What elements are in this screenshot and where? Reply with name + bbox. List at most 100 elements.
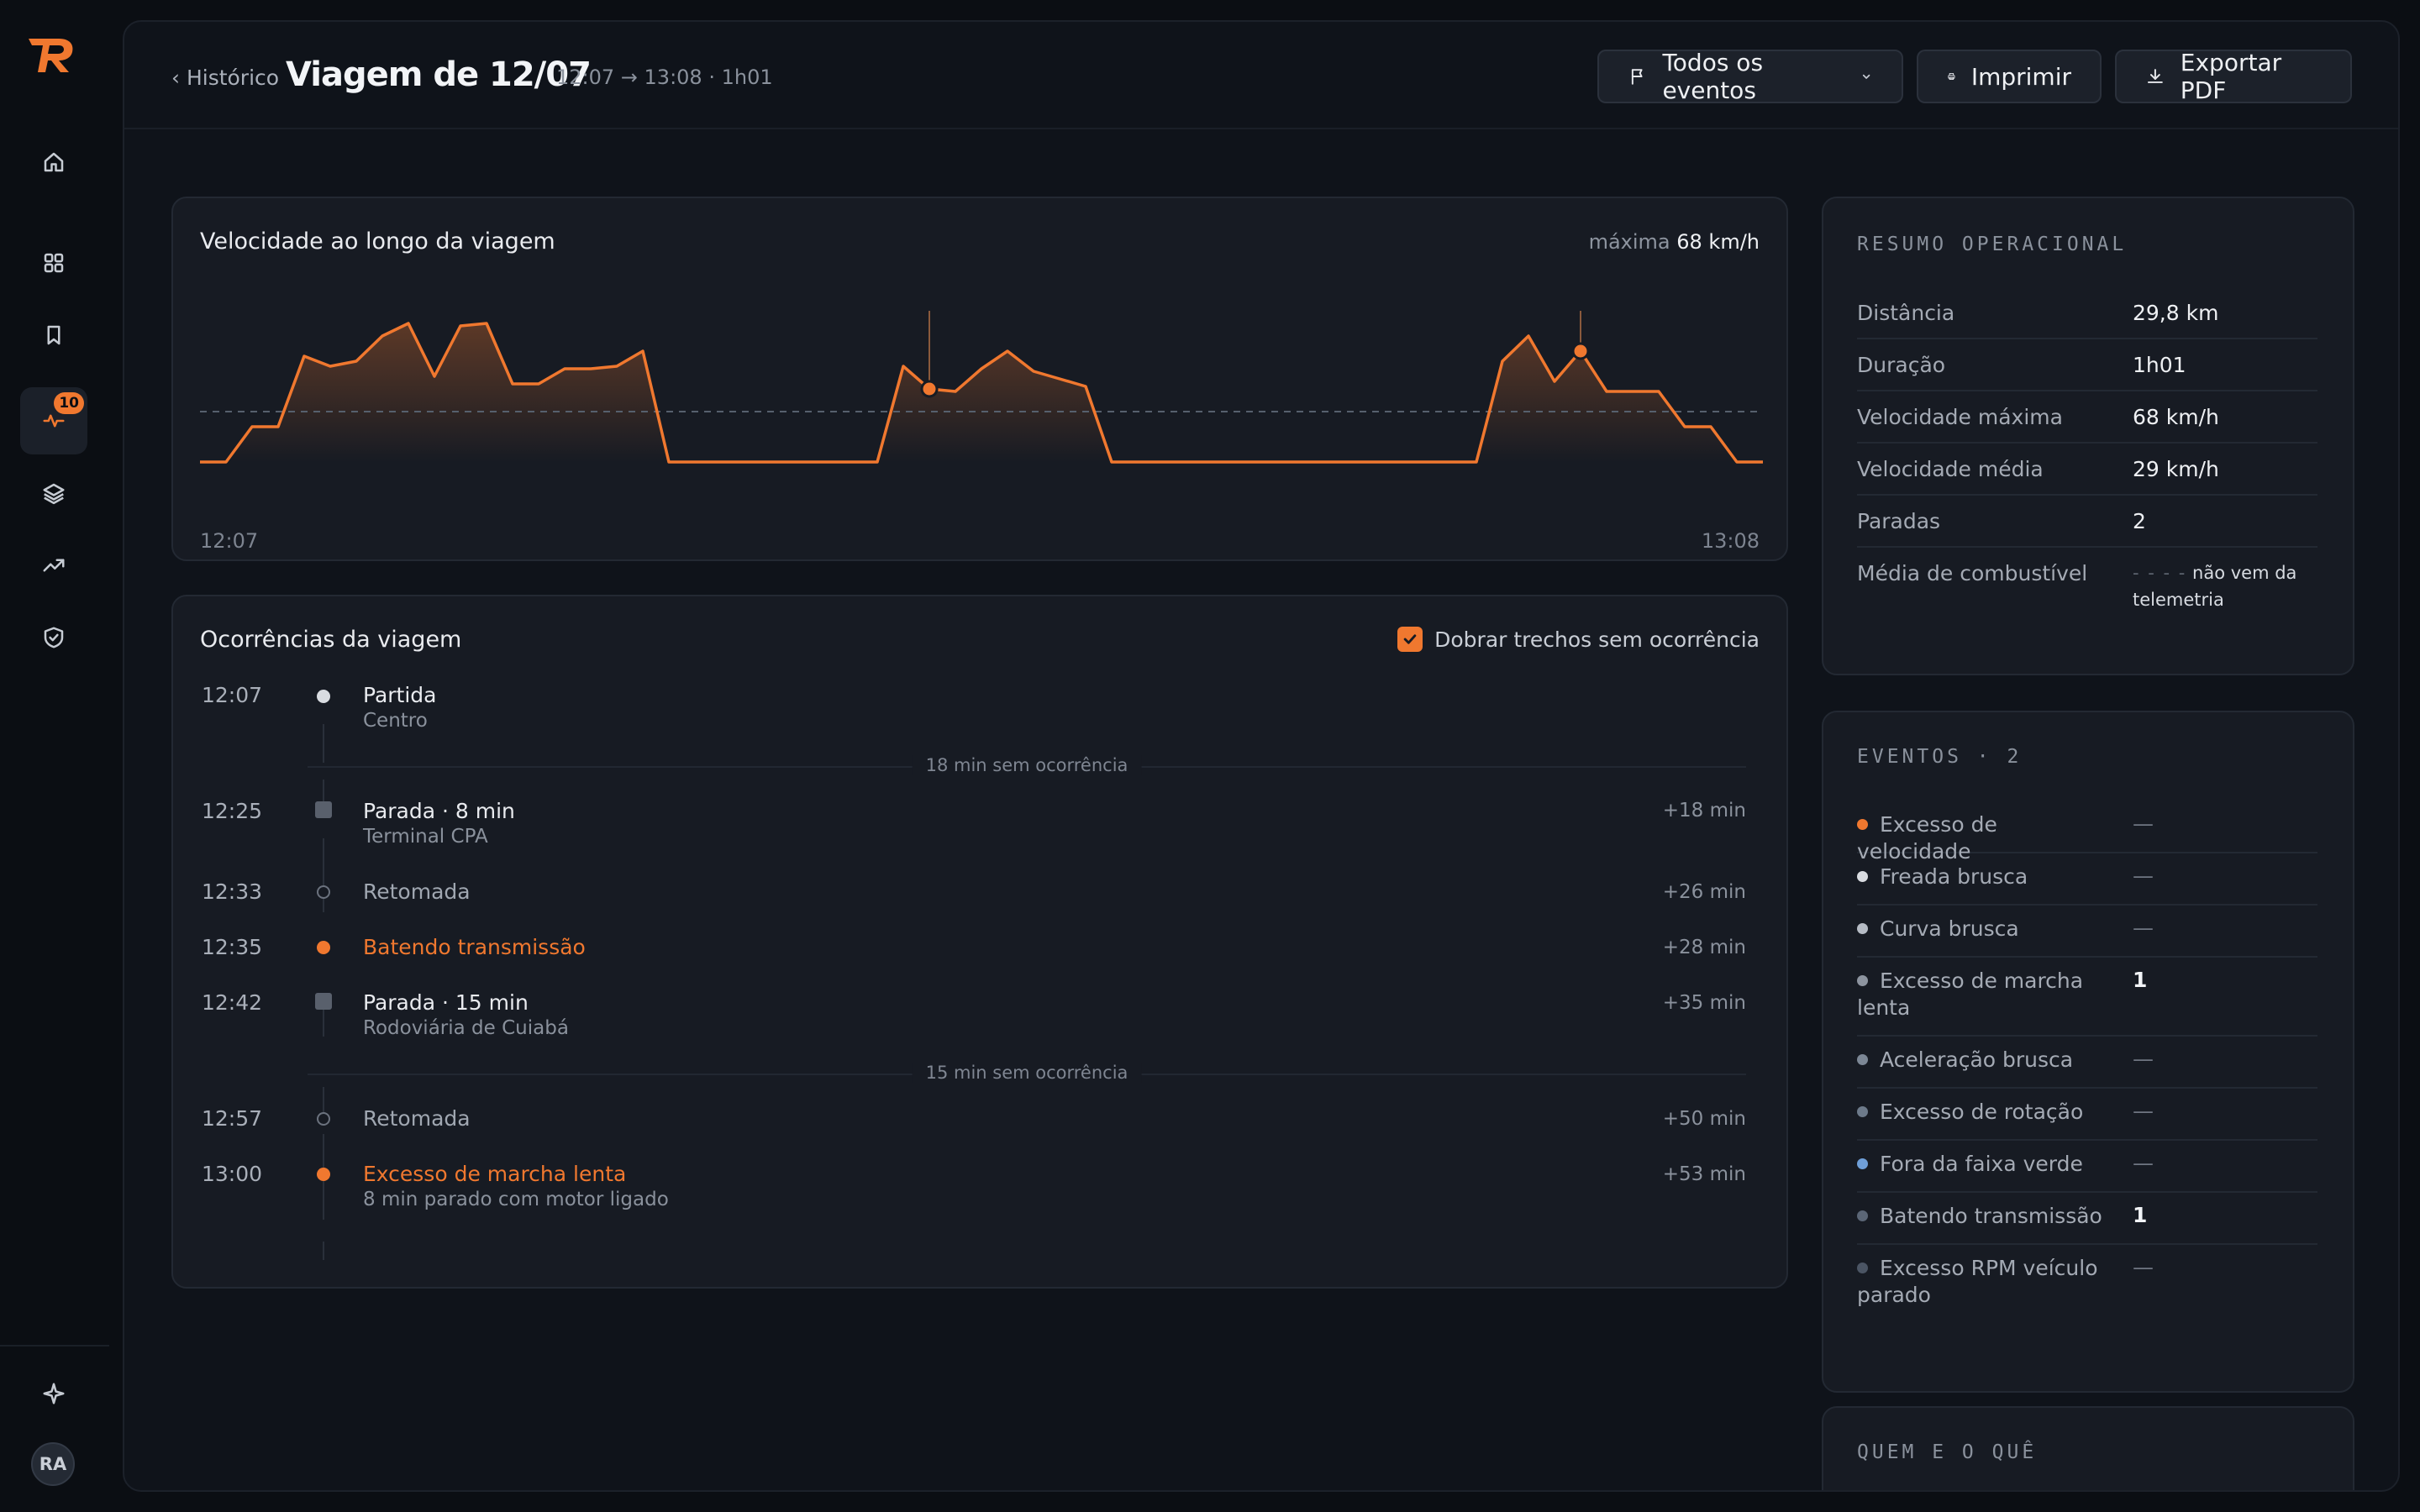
summary-row: Paradas 2: [1857, 496, 2317, 548]
summary-value: 29,8 km: [2133, 301, 2219, 325]
event-type-label: Excesso de rotação: [1857, 1099, 2109, 1126]
gap-label: 15 min sem ocorrência: [912, 1063, 1142, 1083]
back-link[interactable]: ‹ Histórico: [171, 66, 280, 90]
sidebar-item-dashboard[interactable]: [20, 229, 87, 297]
summary-row: Velocidade média 29 km/h: [1857, 444, 2317, 496]
printer-icon: [1948, 72, 1955, 81]
event-location: Rodoviária de Cuiabá: [363, 1017, 569, 1039]
event-type-row[interactable]: Excesso de velocidade —: [1857, 801, 2317, 864]
sidebar-item-bookmarks[interactable]: [20, 302, 87, 369]
timeline-title: Ocorrências da viagem: [200, 627, 462, 653]
event-color-dot-icon: [1857, 975, 1868, 986]
event-marker-point[interactable]: [1571, 342, 1590, 360]
summary-row: Duração 1h01: [1857, 339, 2317, 391]
event-type-name: Excesso de rotação: [1880, 1100, 2084, 1124]
event-time: 12:33: [202, 879, 263, 904]
event-type-count: —: [2133, 811, 2154, 836]
summary-value: 2: [2133, 509, 2146, 533]
event-time: 12:07: [202, 683, 263, 707]
event-type-label: Freada brusca: [1857, 864, 2109, 890]
event-type-row[interactable]: Aceleração brusca —: [1857, 1037, 2317, 1089]
operational-summary-panel: RESUMO OPERACIONAL Distância 29,8 km Dur…: [1822, 197, 2354, 675]
layers-icon: [43, 483, 65, 505]
speed-chart[interactable]: [173, 198, 1790, 563]
event-marker-point[interactable]: [920, 380, 939, 398]
who-title: QUEM E O QUÊ: [1857, 1441, 2038, 1463]
collapse-checkbox[interactable]: Dobrar trechos sem ocorrência: [1397, 627, 1760, 652]
event-type-label: Curva brusca: [1857, 916, 2109, 942]
collapsed-gap[interactable]: 18 min sem ocorrência: [308, 755, 1746, 775]
event-type-name: Freada brusca: [1880, 864, 2028, 889]
sidebar-item-activity[interactable]: 10: [20, 387, 87, 454]
event-offset: +18 min: [1662, 800, 1746, 822]
events-panel: EVENTOS · 2 Excesso de velocidade — Freada…: [1822, 711, 2354, 1393]
brand-logo[interactable]: [25, 34, 81, 76]
download-icon: [2147, 69, 2163, 83]
event-type-row[interactable]: Excesso de rotação —: [1857, 1089, 2317, 1141]
fuel-placeholder: - - - -: [2133, 563, 2187, 583]
event-type-row[interactable]: Curva brusca —: [1857, 906, 2317, 958]
print-label: Imprimir: [1970, 62, 2071, 91]
event-type-name: Excesso RPM veículo parado: [1857, 1256, 2098, 1307]
event-type-row[interactable]: Excesso de marcha lenta 1: [1857, 958, 2317, 1037]
page-title: Viagem de 12/07: [286, 55, 592, 94]
event-type-count: —: [2133, 1255, 2154, 1279]
event-color-dot-icon: [1857, 1210, 1868, 1221]
event-time: 12:35: [202, 935, 263, 959]
event-type-name: Aceleração brusca: [1880, 1047, 2074, 1072]
page-header: ‹ Histórico Viagem de 12/07 12:07 → 13:0…: [124, 22, 2398, 129]
sparkle-icon: [43, 1383, 65, 1404]
sidebar-item-trends[interactable]: [20, 532, 87, 599]
event-offset: +53 min: [1662, 1163, 1746, 1185]
event-label: Parada · 15 min: [363, 990, 529, 1015]
timeline-connector: [323, 1242, 324, 1260]
event-color-dot-icon: [1857, 871, 1868, 882]
checkbox-box[interactable]: [1397, 627, 1423, 652]
summary-row: Média de combustível - - - - não vem da …: [1857, 548, 2317, 623]
collapsed-gap[interactable]: 15 min sem ocorrência: [308, 1063, 1746, 1083]
print-button[interactable]: Imprimir: [1917, 50, 2102, 103]
max-speed-value: 68 km/h: [1676, 230, 1760, 254]
sidebar-item-layers[interactable]: [20, 459, 87, 527]
event-type-row[interactable]: Freada brusca —: [1857, 853, 2317, 906]
export-pdf-button[interactable]: Exportar PDF: [2115, 49, 2352, 104]
max-speed-prefix: máxima: [1588, 230, 1670, 254]
summary-value: 29 km/h: [2133, 457, 2219, 481]
sidebar-item-security[interactable]: [20, 604, 87, 671]
trip-period: 12:07 → 13:08 · 1h01: [556, 66, 773, 89]
event-filter-dropdown[interactable]: Todos os eventos: [1597, 49, 1903, 104]
activity-icon: [43, 414, 65, 428]
event-label: Retomada: [363, 1106, 471, 1131]
event-type-row[interactable]: Fora da faixa verde —: [1857, 1141, 2317, 1193]
event-type-label: Aceleração brusca: [1857, 1047, 2109, 1074]
resume-ring-icon: [317, 1112, 330, 1126]
event-time: 12:42: [202, 990, 263, 1015]
event-label: Retomada: [363, 879, 471, 904]
event-type-count: —: [2133, 916, 2154, 940]
summary-key: Velocidade máxima: [1857, 405, 2063, 429]
summary-value: 1h01: [2133, 353, 2186, 377]
summary-key: Média de combustível: [1857, 561, 2088, 585]
event-type-count: 1: [2133, 1203, 2148, 1227]
gap-label: 18 min sem ocorrência: [912, 755, 1142, 775]
assistant-button[interactable]: [20, 1360, 87, 1427]
event-type-label: Excesso RPM veículo parado: [1857, 1255, 2109, 1309]
summary-key: Paradas: [1857, 509, 1941, 533]
timeline-connector: [323, 1134, 324, 1168]
event-location: Centro: [363, 710, 428, 732]
event-type-row[interactable]: Excesso RPM veículo parado —: [1857, 1245, 2317, 1324]
sidebar-item-home[interactable]: [20, 129, 87, 196]
alert-dot-icon: [317, 1168, 330, 1181]
event-type-row[interactable]: Batendo transmissão 1: [1857, 1193, 2317, 1245]
event-type-count: —: [2133, 1151, 2154, 1175]
event-type-label: Excesso de velocidade: [1857, 811, 2109, 865]
event-type-count: —: [2133, 864, 2154, 888]
timeline-connector: [323, 724, 324, 763]
event-color-dot-icon: [1857, 1158, 1868, 1169]
export-pdf-label: Exportar PDF: [2180, 49, 2282, 104]
timeline-connector: [323, 1087, 324, 1119]
avatar[interactable]: RA: [31, 1442, 75, 1486]
summary-row: Velocidade máxima 68 km/h: [1857, 391, 2317, 444]
sidebar-divider: [0, 1345, 109, 1347]
fuel-note-text: não vem da telemetria: [2133, 563, 2297, 610]
